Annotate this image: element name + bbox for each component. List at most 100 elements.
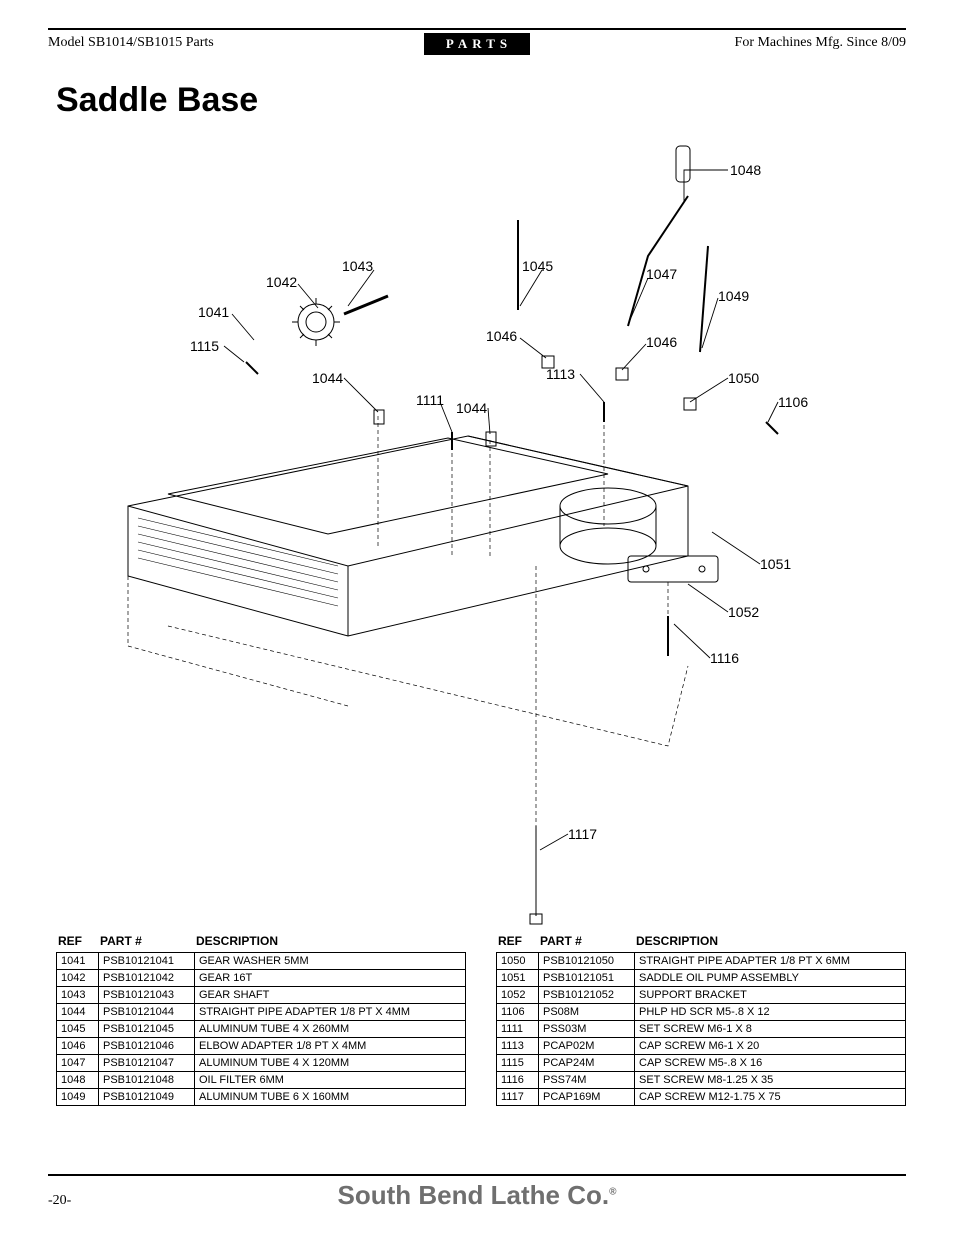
cell-part: PSS03M [539, 1021, 635, 1038]
cell-desc: STRAIGHT PIPE ADAPTER 1/8 PT X 4MM [195, 1004, 466, 1021]
callout-1045: 1045 [522, 258, 553, 274]
cell-ref: 1050 [497, 953, 539, 970]
parts-table-left: REF PART # DESCRIPTION 1041PSB10121041GE… [56, 934, 466, 1106]
cell-ref: 1041 [57, 953, 99, 970]
cell-desc: GEAR 16T [195, 970, 466, 987]
table-header: REF PART # DESCRIPTION [56, 934, 466, 952]
callout-1044: 1044 [456, 400, 487, 416]
cell-desc: ALUMINUM TUBE 6 X 160MM [195, 1089, 466, 1106]
callout-1046: 1046 [486, 328, 517, 344]
callout-1113: 1113 [546, 366, 575, 382]
col-part: PART # [540, 934, 636, 948]
brand-text: South Bend Lathe Co. [338, 1180, 610, 1210]
cell-part: PSB10121042 [99, 970, 195, 987]
cell-part: PCAP24M [539, 1055, 635, 1072]
cell-desc: CAP SCREW M5-.8 X 16 [635, 1055, 906, 1072]
cell-desc: CAP SCREW M12-1.75 X 75 [635, 1089, 906, 1106]
cell-desc: SUPPORT BRACKET [635, 987, 906, 1004]
cell-part: PSB10121047 [99, 1055, 195, 1072]
table-row: 1117PCAP169MCAP SCREW M12-1.75 X 75 [497, 1089, 906, 1106]
cell-part: PSB10121046 [99, 1038, 195, 1055]
brand-name: South Bend Lathe Co.® [108, 1180, 846, 1211]
header-mid: PARTS [424, 33, 530, 55]
table-row: 1052PSB10121052SUPPORT BRACKET [497, 987, 906, 1004]
cell-part: PSB10121050 [539, 953, 635, 970]
col-desc: DESCRIPTION [196, 934, 466, 948]
cell-desc: SET SCREW M8-1.25 X 35 [635, 1072, 906, 1089]
table-row: 1115PCAP24MCAP SCREW M5-.8 X 16 [497, 1055, 906, 1072]
table-row: 1106PS08MPHLP HD SCR M5-.8 X 12 [497, 1004, 906, 1021]
exploded-diagram: 1048104310451047104210491041104610461115… [48, 126, 906, 926]
callout-1111: 1111 [416, 392, 444, 408]
cell-part: PSB10121044 [99, 1004, 195, 1021]
footer-rule [48, 1174, 906, 1176]
table-row: 1048PSB10121048OIL FILTER 6MM [57, 1072, 466, 1089]
cell-ref: 1045 [57, 1021, 99, 1038]
col-desc: DESCRIPTION [636, 934, 906, 948]
cell-ref: 1049 [57, 1089, 99, 1106]
callout-1044: 1044 [312, 370, 343, 386]
cell-desc: ELBOW ADAPTER 1/8 PT X 4MM [195, 1038, 466, 1055]
cell-ref: 1113 [497, 1038, 539, 1055]
cell-part: PSS74M [539, 1072, 635, 1089]
cell-ref: 1106 [497, 1004, 539, 1021]
cell-part: PSB10121048 [99, 1072, 195, 1089]
cell-desc: ALUMINUM TUBE 4 X 120MM [195, 1055, 466, 1072]
cell-part: PCAP169M [539, 1089, 635, 1106]
table-row: 1044PSB10121044STRAIGHT PIPE ADAPTER 1/8… [57, 1004, 466, 1021]
cell-ref: 1116 [497, 1072, 539, 1089]
diagram-svg [48, 126, 906, 926]
callout-1048: 1048 [730, 162, 761, 178]
callout-1050: 1050 [728, 370, 759, 386]
callout-1046: 1046 [646, 334, 677, 350]
cell-ref: 1117 [497, 1089, 539, 1106]
registered-mark: ® [609, 1186, 616, 1197]
cell-ref: 1052 [497, 987, 539, 1004]
cell-ref: 1115 [497, 1055, 539, 1072]
callout-1047: 1047 [646, 266, 677, 282]
col-ref: REF [498, 934, 540, 948]
cell-desc: GEAR SHAFT [195, 987, 466, 1004]
cell-desc: GEAR WASHER 5MM [195, 953, 466, 970]
callout-1049: 1049 [718, 288, 749, 304]
table-row: 1047PSB10121047ALUMINUM TUBE 4 X 120MM [57, 1055, 466, 1072]
page-number: -20- [48, 1193, 108, 1209]
cell-ref: 1051 [497, 970, 539, 987]
table-row: 1116PSS74MSET SCREW M8-1.25 X 35 [497, 1072, 906, 1089]
callout-1115: 1115 [190, 338, 219, 354]
col-part: PART # [100, 934, 196, 948]
cell-desc: STRAIGHT PIPE ADAPTER 1/8 PT X 6MM [635, 953, 906, 970]
cell-desc: PHLP HD SCR M5-.8 X 12 [635, 1004, 906, 1021]
callout-1117: 1117 [568, 826, 597, 842]
header-row: Model SB1014/SB1015 Parts PARTS For Mach… [48, 33, 906, 55]
callout-1041: 1041 [198, 304, 229, 320]
callout-1052: 1052 [728, 604, 759, 620]
cell-part: PSB10121041 [99, 953, 195, 970]
cell-part: PSB10121052 [539, 987, 635, 1004]
parts-tables: REF PART # DESCRIPTION 1041PSB10121041GE… [56, 934, 906, 1106]
table-row: 1043PSB10121043GEAR SHAFT [57, 987, 466, 1004]
callout-1116: 1116 [710, 650, 739, 666]
cell-desc: CAP SCREW M6-1 X 20 [635, 1038, 906, 1055]
cell-ref: 1044 [57, 1004, 99, 1021]
table-row: 1051PSB10121051SADDLE OIL PUMP ASSEMBLY [497, 970, 906, 987]
header-left: Model SB1014/SB1015 Parts [48, 33, 424, 55]
page-title: Saddle Base [56, 81, 906, 120]
cell-ref: 1111 [497, 1021, 539, 1038]
footer: -20- South Bend Lathe Co.® [48, 1174, 906, 1211]
cell-part: PSB10121049 [99, 1089, 195, 1106]
callout-1042: 1042 [266, 274, 297, 290]
cell-ref: 1046 [57, 1038, 99, 1055]
callout-1106: 1106 [778, 394, 808, 410]
cell-part: PSB10121043 [99, 987, 195, 1004]
cell-part: PCAP02M [539, 1038, 635, 1055]
header-right: For Machines Mfg. Since 8/09 [530, 33, 906, 55]
cell-desc: ALUMINUM TUBE 4 X 260MM [195, 1021, 466, 1038]
header-rule [48, 28, 906, 30]
table-header: REF PART # DESCRIPTION [496, 934, 906, 952]
col-ref: REF [58, 934, 100, 948]
cell-ref: 1047 [57, 1055, 99, 1072]
cell-desc: SET SCREW M6-1 X 8 [635, 1021, 906, 1038]
cell-desc: OIL FILTER 6MM [195, 1072, 466, 1089]
cell-part: PSB10121051 [539, 970, 635, 987]
